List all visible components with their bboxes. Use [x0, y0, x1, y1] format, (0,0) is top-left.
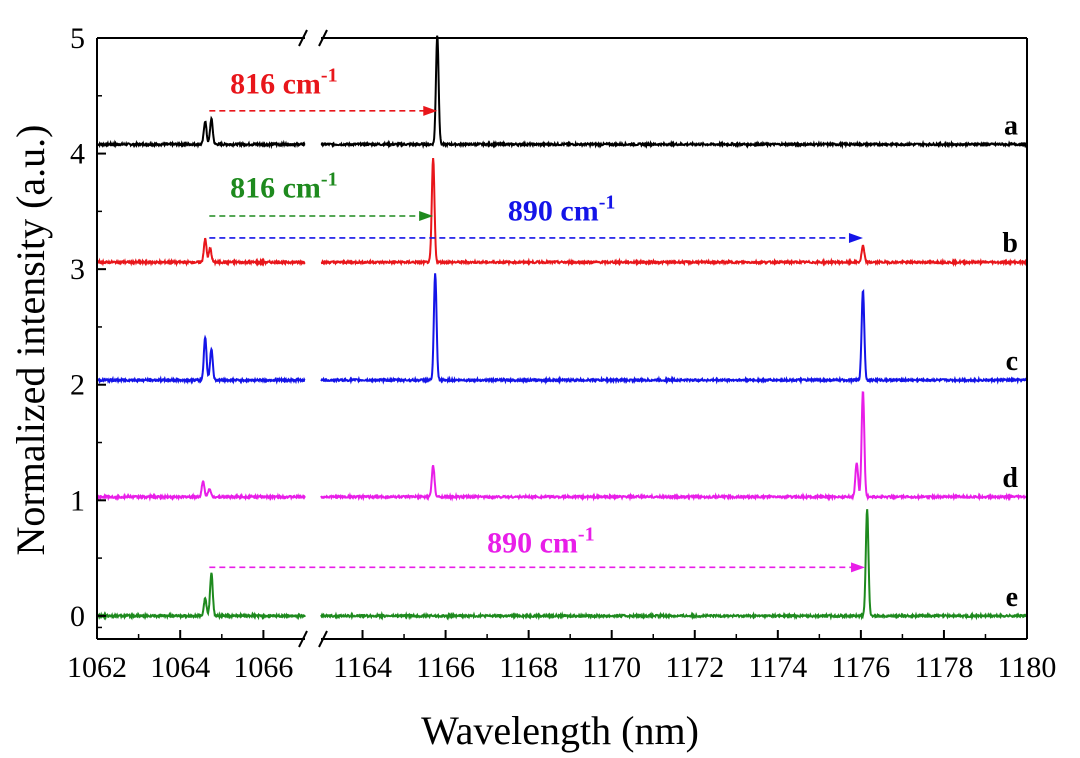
x-tick-label: 1178 — [914, 651, 973, 684]
series-d-line-right — [320, 391, 1028, 502]
annotation-0-label: 816 cm-1 — [230, 64, 337, 100]
x-tick-label: 1164 — [333, 651, 392, 684]
y-tick-label: 1 — [70, 484, 85, 517]
annotation-2-arrow-head — [848, 232, 863, 243]
series-c-line-right — [320, 273, 1028, 386]
series-c-line-left — [96, 334, 306, 385]
annotation-1-superscript: -1 — [321, 168, 338, 190]
series-c-label: c — [1006, 346, 1018, 377]
y-tick-label: 3 — [70, 253, 85, 286]
x-tick-label: 1176 — [831, 651, 890, 684]
y-axis-title: Normalized intensity (a.u.) — [8, 125, 53, 556]
series-a-label: a — [1004, 110, 1018, 141]
series-b-line-left — [96, 237, 306, 268]
annotation-3-label: 890 cm-1 — [487, 523, 594, 559]
axes-layer: 0 1 2 3 4 5 1062 1064 1066 1164 1166 1168 1170 1172 11… — [67, 22, 1056, 684]
y-tick-label: 0 — [70, 600, 85, 633]
y-tick-label: 2 — [70, 369, 85, 402]
series-b-label: b — [1002, 228, 1018, 259]
series-d-line-left — [96, 479, 306, 502]
x-tick-label: 1174 — [748, 651, 807, 684]
x-tick-label: 1180 — [998, 651, 1057, 684]
series-e-line-right — [320, 509, 1028, 621]
axis-break-mark — [318, 630, 328, 648]
series-e-label: e — [1006, 582, 1018, 613]
x-tick-label: 1066 — [233, 651, 293, 684]
axis-break-mark — [318, 29, 328, 47]
x-axis-title: Wavelength (nm) — [421, 708, 699, 753]
axis-break-mark — [298, 630, 308, 648]
annotation-1-arrow-head — [419, 210, 434, 221]
annotation-1-label: 816 cm-1 — [230, 168, 337, 204]
series-a-line-right — [320, 35, 1028, 150]
x-tick-label: 1166 — [416, 651, 475, 684]
x-tick-label: 1168 — [499, 651, 558, 684]
annotation-0-superscript: -1 — [321, 64, 338, 86]
annotation-2-label: 890 cm-1 — [508, 192, 615, 228]
annotation-3-arrow-head — [851, 562, 866, 573]
series-d-label: d — [1002, 463, 1018, 494]
axis-break-mark — [298, 29, 308, 47]
y-tick-label: 4 — [70, 138, 85, 171]
x-tick-label: 1170 — [582, 651, 641, 684]
annotation-layer: 816 cm-1 816 cm-1 890 cm-1 890 cm-1 — [209, 64, 866, 573]
x-tick-label: 1172 — [665, 651, 724, 684]
annotation-0-arrow-head — [423, 105, 438, 116]
series-layer: a b c d e — [96, 35, 1028, 621]
series-b-line-right — [320, 158, 1028, 268]
x-tick-label: 1062 — [67, 651, 127, 684]
series-a-line-left — [96, 115, 306, 150]
x-tick-label: 1064 — [150, 651, 210, 684]
annotation-3-superscript: -1 — [578, 523, 595, 545]
y-tick-label: 5 — [70, 22, 85, 55]
annotation-2-superscript: -1 — [599, 192, 616, 214]
series-e-line-left — [96, 572, 306, 621]
